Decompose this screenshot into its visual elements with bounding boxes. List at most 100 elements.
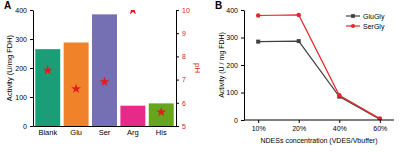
tick-label: 400 (15, 7, 27, 14)
tick-mark (30, 10, 33, 11)
x-axis: Blank Glu Ser Arg His (34, 126, 177, 137)
point (297, 39, 301, 43)
tick-label: 8 (182, 53, 186, 60)
y-axis-title: Activity (U / mg FDH) (218, 32, 226, 98)
tick: 10 (176, 7, 190, 14)
legend-label: GluGly (363, 13, 385, 21)
tick-label: His (156, 128, 167, 137)
tick-label: 200 (15, 65, 27, 72)
tick-mark (241, 10, 244, 11)
point (100, 77, 110, 86)
tick-mark (30, 126, 33, 127)
y-axis: 0 100 200 300 400 (15, 7, 33, 130)
tick-label: 300 (226, 34, 238, 41)
tick: 5 (176, 123, 186, 130)
tick-label: 300 (15, 36, 27, 43)
tick-mark (176, 80, 179, 81)
tick-mark (30, 39, 33, 40)
y2-axis: 5 6 7 8 9 10 (176, 7, 190, 130)
tick-label: 0 (23, 123, 27, 130)
tick-label: 7 (182, 76, 186, 83)
tick-mark (241, 120, 244, 121)
tick-mark (176, 10, 179, 11)
tick-mark (176, 103, 179, 104)
bar (120, 106, 145, 126)
tick-mark (339, 120, 340, 123)
panel-label: B (215, 0, 222, 11)
tick-label: Arg (127, 128, 139, 137)
axis-line (33, 11, 34, 127)
axis-line (176, 11, 177, 127)
tick: 300 (226, 34, 244, 41)
tick-mark (30, 97, 33, 98)
x-axis: 10% 20% 40% 60% (244, 120, 394, 132)
tick-mark (380, 120, 381, 123)
tick-label: Ser (99, 128, 111, 137)
tick: Glu (70, 126, 82, 137)
tick-label: 6 (182, 100, 186, 107)
panel: 10% 20% 40% 60% 0 100 200 300 400 NDESs concentra… (215, 0, 394, 145)
point (43, 65, 53, 74)
tick: 400 (226, 7, 244, 14)
tick-label: 10% (252, 125, 266, 132)
panel-label: A (4, 0, 11, 11)
point (71, 84, 81, 93)
axis-line (34, 126, 177, 127)
tick: 60% (373, 120, 387, 132)
point (156, 107, 166, 116)
tick: 400 (15, 7, 33, 14)
point (256, 13, 261, 18)
point (256, 40, 260, 44)
tick: 8 (176, 53, 186, 60)
tick: Arg (127, 126, 139, 137)
plot-marks (35, 10, 173, 126)
tick: 100 (15, 94, 33, 101)
point (378, 116, 383, 120)
tick-mark (258, 120, 259, 123)
bar (92, 14, 117, 126)
tick: 200 (15, 65, 33, 72)
tick-mark (241, 93, 244, 94)
tick-label: 60% (373, 125, 387, 132)
tick-label: 10 (182, 7, 190, 14)
tick: 10% (252, 120, 266, 132)
figure: Blank Glu Ser Arg His 0 100 200 300 400 5 6 7 8 9 10 pH A… (0, 0, 401, 152)
tick-mark (30, 68, 33, 69)
tick-label: 400 (226, 7, 238, 14)
panel: Blank Glu Ser Arg His 0 100 200 300 400 5 6 7 8 9 10 pH A… (4, 0, 202, 137)
bar (35, 49, 60, 126)
line (258, 15, 380, 119)
legend-marker (351, 14, 355, 18)
y-axis: 0 100 200 300 400 (226, 7, 244, 124)
tick-label: 0 (234, 117, 238, 124)
tick: 40% (333, 120, 347, 132)
tick-label: 40% (333, 125, 347, 132)
tick: 100 (226, 89, 244, 96)
point (128, 10, 138, 14)
y2-axis-title: pH (193, 63, 202, 73)
tick: 0 (234, 117, 244, 124)
tick-label: 200 (226, 62, 238, 69)
tick: 0 (23, 123, 33, 130)
tick-mark (241, 38, 244, 39)
tick: Ser (99, 126, 111, 137)
tick: His (156, 126, 167, 137)
tick: 6 (176, 100, 186, 107)
tick: 200 (226, 62, 244, 69)
x-axis-title: NDESs concentration (VDES/Vbuffer) (261, 137, 378, 145)
bar (149, 103, 174, 126)
tick-mark (299, 120, 300, 123)
tick-label: 100 (226, 89, 238, 96)
tick-label: 5 (182, 123, 186, 130)
tick-label: 9 (182, 30, 186, 37)
tick: Blank (38, 126, 57, 137)
bar (64, 42, 89, 126)
axis-line (244, 11, 245, 121)
tick-label: 20% (292, 125, 306, 132)
tick-label: 100 (15, 94, 27, 101)
point (337, 93, 342, 98)
y-axis-title: Activity (U/mg FDH) (5, 34, 14, 101)
tick: 7 (176, 76, 186, 83)
tick-label: Blank (38, 128, 57, 137)
tick-mark (241, 65, 244, 66)
